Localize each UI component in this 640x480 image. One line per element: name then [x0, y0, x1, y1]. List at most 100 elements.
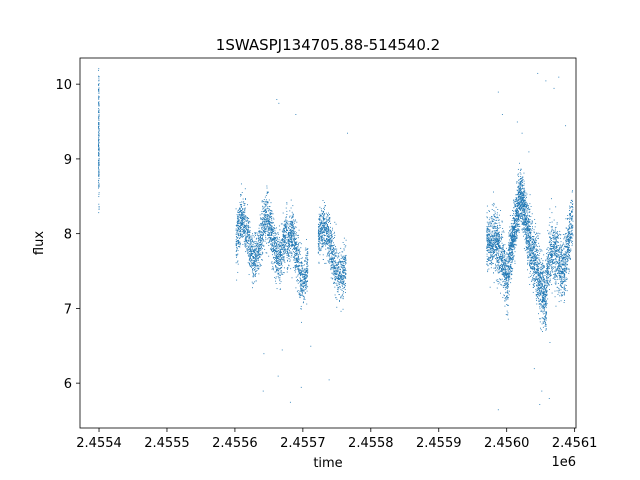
data-point — [511, 255, 513, 256]
data-point — [490, 242, 492, 244]
data-point — [331, 245, 333, 247]
data-point — [297, 268, 299, 270]
data-point — [505, 272, 507, 274]
data-point — [514, 203, 515, 205]
data-point — [488, 243, 489, 245]
data-point — [257, 244, 259, 246]
data-point — [496, 287, 498, 289]
data-point — [511, 241, 512, 243]
data-point — [276, 262, 277, 264]
data-point — [502, 264, 504, 265]
data-point — [292, 225, 294, 227]
data-point — [302, 290, 304, 292]
data-point — [502, 269, 503, 271]
data-point — [248, 237, 250, 239]
data-point — [489, 257, 490, 259]
data-point — [279, 245, 281, 247]
data-point — [518, 232, 520, 234]
data-point — [516, 181, 518, 182]
data-point — [262, 220, 264, 222]
data-point — [248, 237, 250, 238]
data-point — [296, 254, 297, 256]
data-point — [251, 262, 253, 264]
data-point — [241, 204, 243, 205]
data-point — [307, 275, 308, 277]
data-point — [260, 233, 261, 235]
data-point — [304, 279, 306, 281]
data-point — [330, 250, 332, 252]
data-point — [292, 229, 293, 231]
data-point — [486, 240, 488, 242]
data-point — [282, 250, 284, 252]
data-point — [509, 269, 511, 271]
data-point — [508, 246, 510, 248]
data-point — [269, 228, 271, 230]
data-point — [286, 227, 287, 228]
data-point — [241, 206, 243, 208]
data-point — [270, 222, 272, 224]
data-point — [496, 242, 498, 244]
data-point — [279, 283, 281, 284]
data-point — [321, 233, 323, 235]
data-point — [267, 235, 269, 236]
data-point — [496, 227, 498, 229]
data-point — [303, 274, 305, 275]
data-point — [486, 221, 488, 223]
data-point — [500, 263, 502, 265]
data-point — [501, 231, 503, 233]
data-point — [98, 119, 100, 121]
data-point — [291, 235, 293, 237]
data-point — [282, 253, 284, 255]
data-point — [512, 234, 513, 236]
data-point — [285, 207, 287, 209]
data-point — [336, 284, 337, 286]
data-point — [503, 264, 505, 266]
data-point — [267, 227, 269, 229]
data-point — [514, 238, 516, 240]
data-point — [237, 233, 239, 235]
data-point — [488, 239, 489, 240]
data-point — [299, 270, 301, 272]
data-point — [495, 220, 497, 222]
data-point — [335, 273, 337, 275]
data-point — [242, 218, 244, 219]
data-point — [338, 278, 340, 280]
data-point — [278, 237, 280, 239]
data-point — [264, 214, 266, 216]
data-point — [510, 232, 512, 234]
data-point — [245, 216, 247, 218]
data-point — [246, 236, 248, 238]
data-point — [280, 262, 282, 264]
data-point — [517, 204, 519, 206]
data-point — [279, 241, 281, 243]
data-point — [489, 235, 491, 237]
data-point — [263, 245, 265, 247]
data-point — [329, 241, 331, 243]
data-point — [263, 218, 265, 220]
data-point — [307, 248, 309, 250]
data-point — [515, 203, 517, 205]
data-point — [283, 238, 285, 240]
data-point — [257, 248, 259, 250]
data-point — [246, 217, 248, 219]
data-point — [330, 229, 332, 231]
data-point — [499, 278, 501, 280]
data-point — [490, 242, 492, 244]
data-point — [331, 259, 333, 261]
data-point — [236, 215, 238, 217]
data-point — [327, 214, 328, 216]
data-point — [98, 89, 99, 91]
data-point — [98, 143, 99, 145]
data-point — [272, 267, 274, 269]
data-point — [298, 293, 300, 295]
data-point — [277, 257, 279, 259]
data-point — [288, 224, 290, 226]
data-point — [285, 222, 287, 223]
data-point — [321, 228, 323, 230]
data-point — [265, 225, 267, 227]
data-point — [241, 217, 243, 218]
data-point — [506, 252, 508, 254]
data-point — [262, 226, 264, 228]
data-point — [273, 243, 275, 245]
data-point — [499, 271, 501, 273]
